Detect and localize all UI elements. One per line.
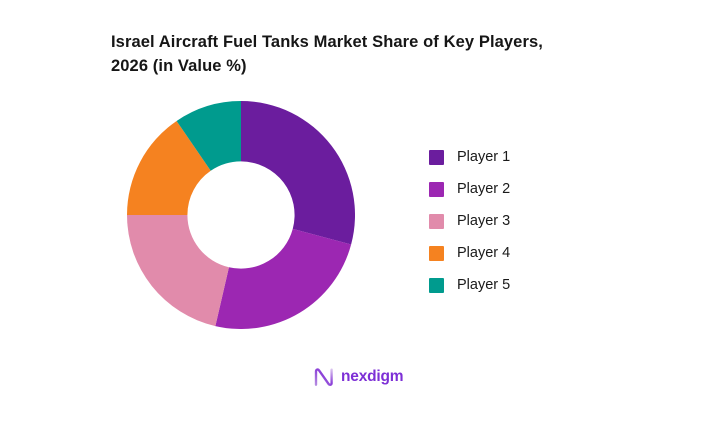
nexdigm-n-mark-icon	[314, 368, 333, 386]
legend-item-label: Player 1	[457, 149, 511, 165]
legend-item-player-3[interactable]: Player 3	[429, 205, 599, 237]
legend-swatch-icon	[429, 181, 444, 197]
legend-item-player-1[interactable]: Player 1	[429, 141, 599, 173]
donut-chart-svg	[127, 101, 355, 329]
legend-item-label: Player 2	[457, 181, 511, 197]
legend-swatch-icon	[429, 213, 444, 229]
legend-swatch-icon	[429, 149, 444, 165]
legend-item-label: Player 3	[457, 213, 511, 229]
legend-item-player-5[interactable]: Player 5	[429, 269, 599, 301]
legend-item-label: Player 4	[457, 245, 511, 261]
legend-swatch-icon	[429, 277, 444, 293]
donut-slice-2[interactable]	[215, 228, 352, 329]
legend-item-player-2[interactable]: Player 2	[429, 173, 599, 205]
donut-slice-5[interactable]	[176, 101, 241, 171]
donut-slice-3[interactable]	[127, 215, 229, 327]
donut-chart	[127, 101, 355, 329]
legend-item-label: Player 5	[457, 277, 511, 293]
legend-item-player-4[interactable]: Player 4	[429, 237, 599, 269]
legend: Player 1 Player 2 Player 3 Player 4 Play…	[429, 141, 599, 301]
brand-wordmark: nexdigm	[341, 368, 404, 385]
brand-logo: nexdigm	[313, 366, 404, 388]
donut-slice-1[interactable]	[241, 101, 355, 245]
legend-swatch-icon	[429, 245, 444, 261]
donut-slice-group	[127, 101, 355, 329]
page-title: Israel Aircraft Fuel Tanks Market Share …	[111, 33, 543, 75]
donut-slice-4[interactable]	[127, 120, 211, 215]
